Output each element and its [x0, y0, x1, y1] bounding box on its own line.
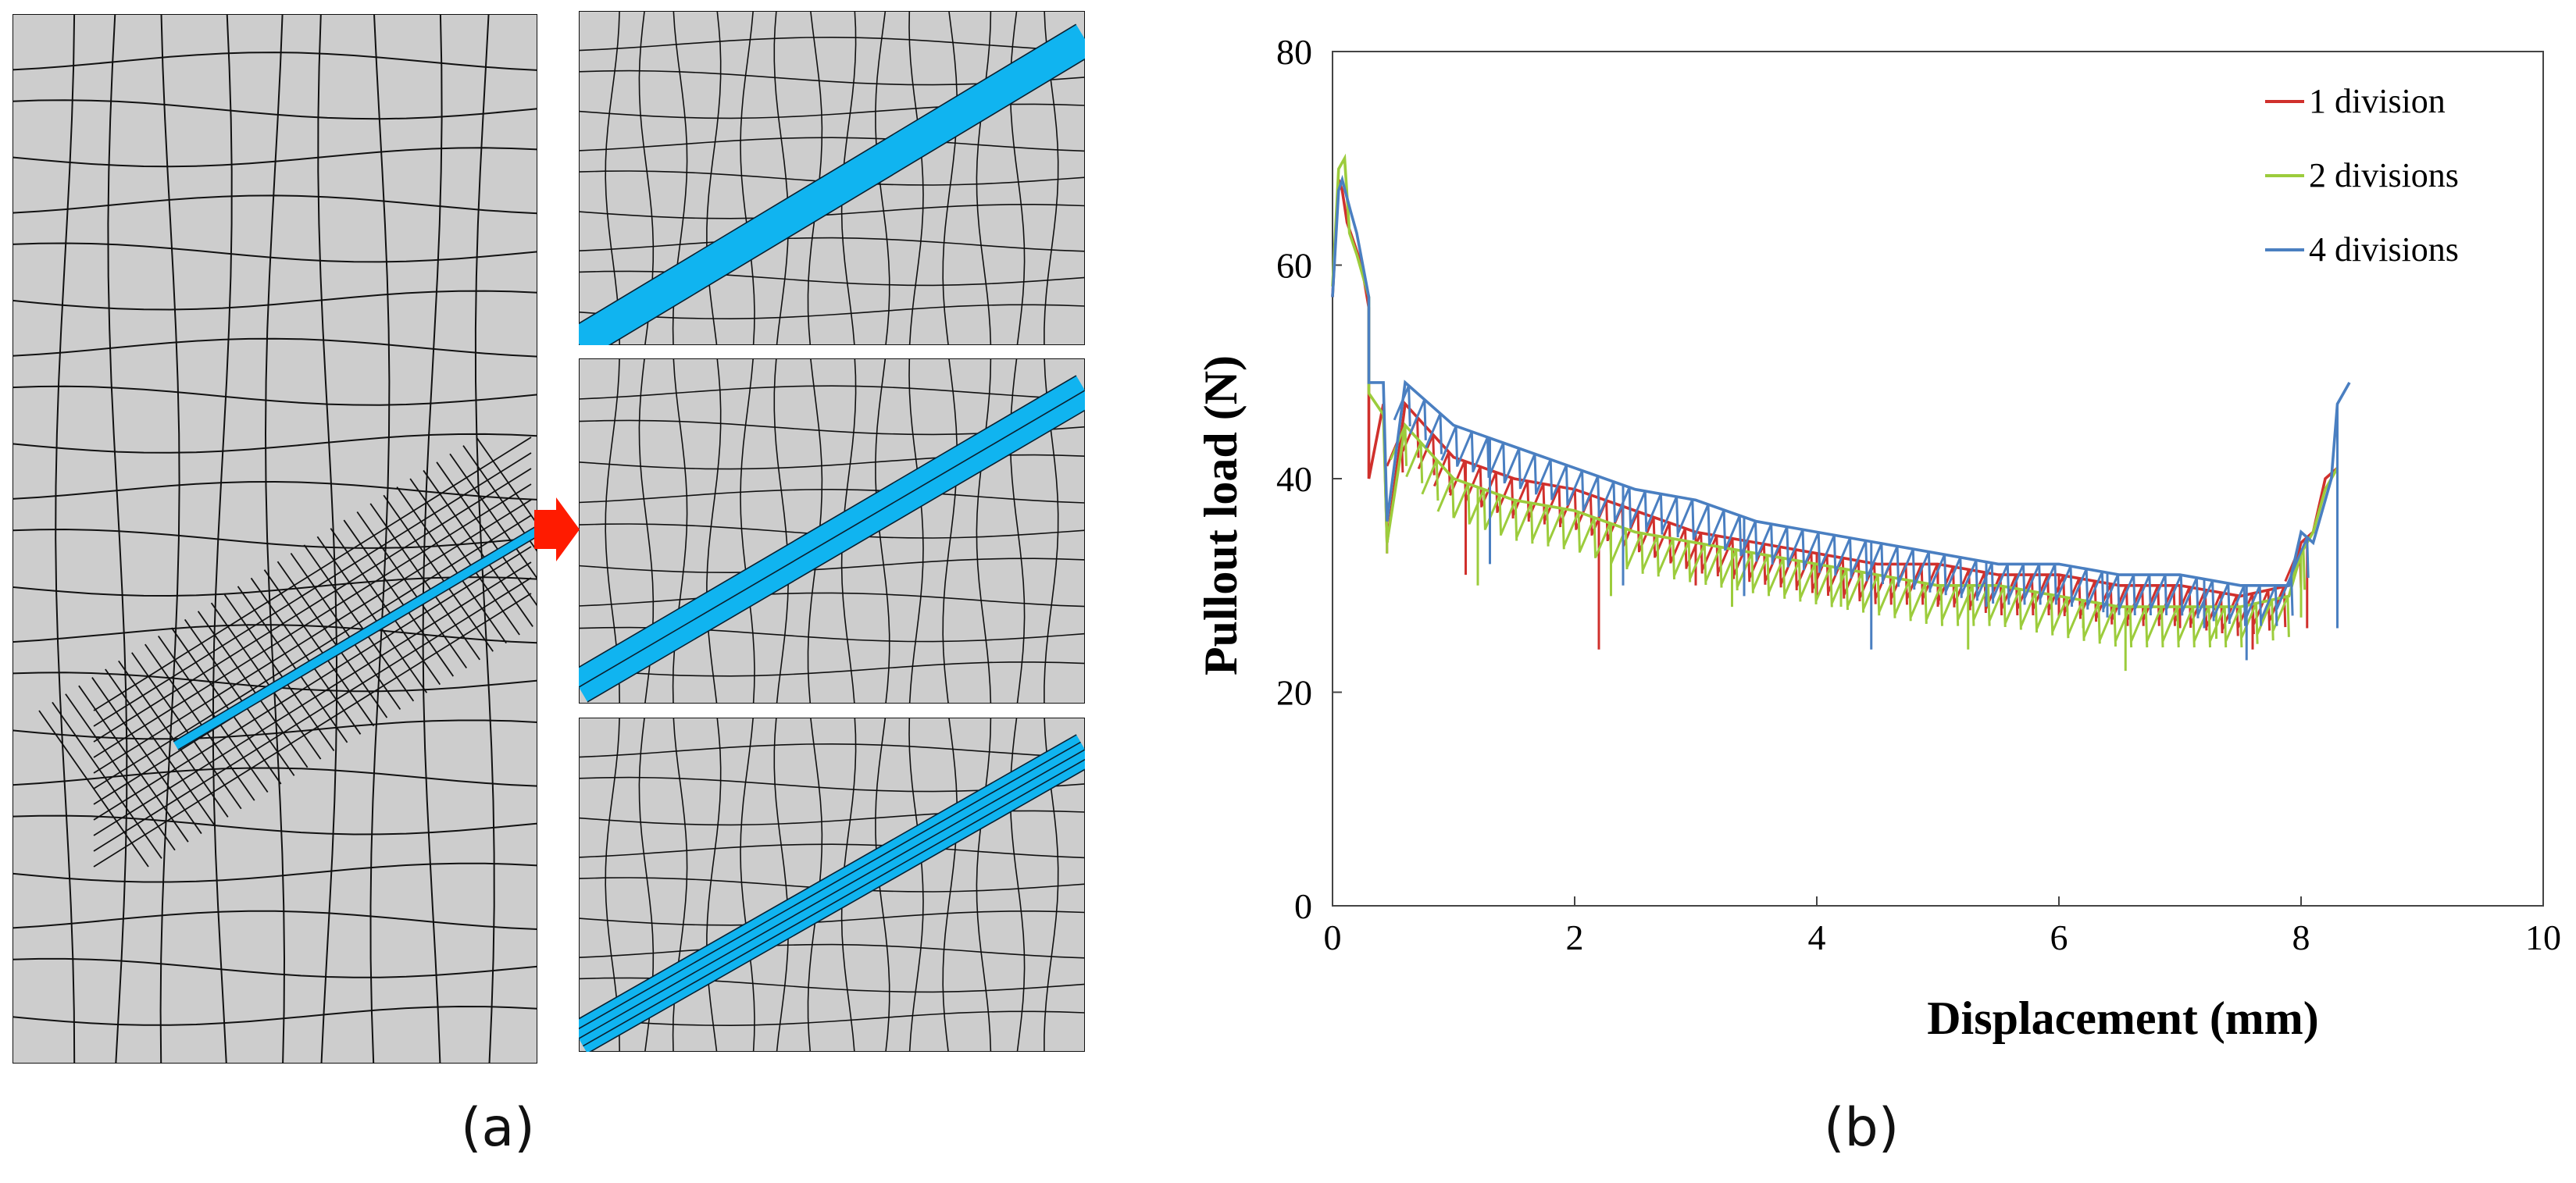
series-1-division: [1331, 179, 2339, 650]
zoom-arrow-icon: [534, 497, 580, 561]
y-tick-label: 20: [1276, 673, 1312, 713]
chart-figure: 0 2 4 6 8 10 0 20 40 60 80 1 division 2 divisions 4 …: [1109, 0, 2576, 1179]
x-tick-label: 6: [2050, 918, 2068, 957]
legend-label: 4 divisions: [2309, 230, 2459, 269]
series-sawtooth: [1390, 425, 2307, 648]
chart-legend: 1 division 2 divisions 4 divisions: [2265, 82, 2459, 269]
x-tick-label: 2: [1566, 918, 1584, 957]
series-sawtooth: [1393, 385, 2310, 626]
main-mesh-panel: [12, 14, 537, 1064]
fiber-division-line: [579, 23, 1077, 325]
legend-label: 1 division: [2309, 82, 2446, 120]
fiber-division-line: [579, 390, 1085, 688]
zoom-panel-2-divisions: [579, 358, 1085, 704]
panel-a-label: (a): [461, 1097, 535, 1159]
fiber-division-line: [579, 749, 1085, 1039]
pullout-chart: 0 2 4 6 8 10 0 20 40 60 80 1 division 2 divisions 4 …: [1195, 32, 2561, 1044]
fiber-division-line: [579, 734, 1077, 1020]
x-tick-label: 8: [2292, 918, 2310, 957]
x-axis-label: Displacement (mm): [1927, 992, 2319, 1044]
mesh-grid-lines: [12, 14, 537, 1064]
panel-b-label: (b): [1824, 1097, 1900, 1159]
x-tick-label: 4: [1808, 918, 1826, 957]
y-axis-label: Pullout load (N): [1195, 355, 1247, 675]
chart-series: [1331, 153, 2351, 672]
fiber-division-line: [579, 741, 1081, 1030]
fiber-division-line: [173, 526, 536, 743]
chart-axes: 0 2 4 6 8 10 0 20 40 60 80: [1276, 32, 2561, 957]
y-tick-label: 80: [1276, 32, 1312, 72]
y-tick-label: 0: [1294, 886, 1312, 926]
y-tick-label: 60: [1276, 246, 1312, 286]
mesh-svg: [12, 11, 1085, 1064]
fiber-division-line: [608, 58, 1085, 345]
fiber-division-line: [587, 409, 1085, 703]
fiber-band: [579, 24, 1085, 345]
refined-mesh-zone: [38, 436, 537, 868]
fiber-band: [173, 526, 537, 750]
fiber-division-line: [588, 768, 1085, 1052]
series-line: [1331, 179, 2339, 598]
fiber-division-line: [579, 375, 1077, 668]
mesh-background: [12, 14, 537, 1064]
mesh-grid-lines: [579, 11, 1085, 345]
x-tick-label: 10: [2525, 918, 2561, 957]
mesh-figure: (a): [0, 0, 1109, 1179]
zoom-panel-4-divisions: [579, 718, 1085, 1052]
fiber-division-line: [177, 536, 537, 750]
series-4-divisions: [1331, 174, 2351, 661]
y-tick-label: 40: [1276, 459, 1312, 499]
fiber-division-line: [583, 758, 1085, 1047]
zoom-panel-1-division: [579, 11, 1085, 345]
x-tick-label: 0: [1324, 918, 1342, 957]
legend-label: 2 divisions: [2309, 156, 2459, 194]
